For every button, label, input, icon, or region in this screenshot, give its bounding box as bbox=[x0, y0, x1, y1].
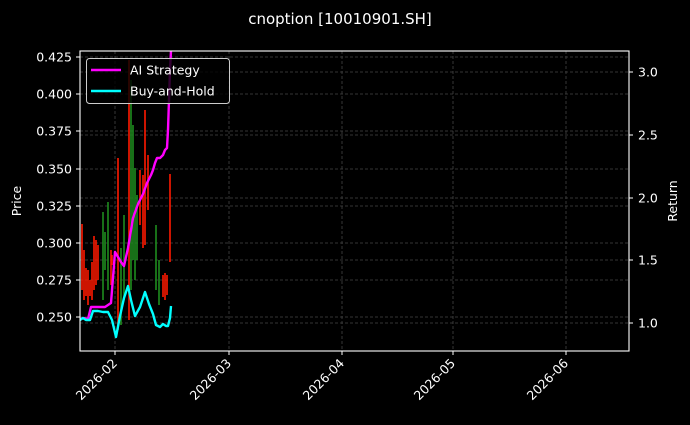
y-axis-label: Price bbox=[9, 185, 24, 216]
buy-and-hold-line bbox=[79, 284, 173, 339]
y-tick-label: 0.300 bbox=[36, 236, 72, 251]
legend-label-ai: AI Strategy bbox=[130, 63, 200, 78]
y2-axis-label: Return bbox=[665, 180, 680, 221]
y-axis-left: 0.250 0.275 0.300 0.325 0.350 0.375 0.40… bbox=[36, 50, 80, 325]
y-tick-label: 0.400 bbox=[36, 87, 72, 102]
plot-frame bbox=[79, 50, 630, 352]
y-tick-label: 0.425 bbox=[36, 50, 72, 65]
y-tick-label: 0.350 bbox=[36, 162, 72, 177]
y2-tick-label: 1.5 bbox=[638, 253, 658, 268]
y-tick-label: 0.375 bbox=[36, 124, 72, 139]
grid bbox=[80, 51, 629, 351]
y-tick-label: 0.250 bbox=[36, 310, 72, 325]
y2-tick-label: 2.5 bbox=[638, 128, 658, 143]
y2-tick-label: 1.0 bbox=[638, 316, 658, 331]
y-axis-right: 1.0 1.5 2.0 2.5 3.0 bbox=[629, 65, 658, 331]
legend: AI Strategy Buy-and-Hold bbox=[86, 58, 230, 104]
x-axis: 2026-02 2026-03 2026-04 2026-05 2026-06 bbox=[73, 351, 572, 404]
x-tick-label: 2026-03 bbox=[187, 356, 235, 404]
legend-label-bh: Buy-and-Hold bbox=[130, 84, 215, 99]
x-tick-label: 2026-05 bbox=[411, 356, 459, 404]
y2-tick-label: 2.0 bbox=[638, 191, 658, 206]
x-tick-label: 2026-02 bbox=[73, 356, 121, 404]
y-tick-label: 0.275 bbox=[36, 273, 72, 288]
y-tick-label: 0.325 bbox=[36, 199, 72, 214]
x-tick-label: 2026-04 bbox=[300, 355, 348, 403]
x-tick-label: 2026-06 bbox=[524, 355, 572, 403]
chart-title: cnoption [10010901.SH] bbox=[248, 10, 432, 28]
y2-tick-label: 3.0 bbox=[638, 65, 658, 80]
ai-strategy-line bbox=[79, 50, 173, 321]
